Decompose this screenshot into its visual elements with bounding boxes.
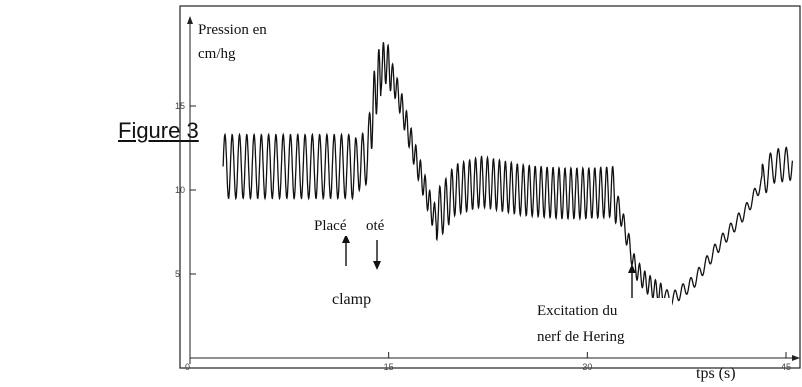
figure-label: Figure 3 [118,118,199,143]
pressure-trace [222,42,794,307]
place-label: Placé [314,218,347,234]
ylabel-line-1: Pression en [198,22,267,38]
pressure-chart: Pression en cm/hg tps (s) 0 15 30 45 5 10 15 P… [175,5,801,382]
x-tick-label: 45 [781,362,791,372]
x-tick-label: 0 [185,362,190,372]
y-axis-arrow [187,16,193,24]
annotation-arrows [342,234,636,298]
ote-arrowhead [373,261,381,270]
excitation-label-line-1: Excitation du [537,303,618,319]
ylabel-line-2: cm/hg [198,46,236,62]
xlabel: tps (s) [696,365,736,382]
y-tick-label: 10 [175,185,185,195]
place-arrowhead [342,234,350,243]
place-label-box [310,214,406,236]
x-axis-arrow [792,355,800,361]
y-tick-label: 5 [175,269,180,279]
clamp-label-box [324,285,400,311]
excitation-arrowhead [628,264,636,273]
ote-label: oté [366,218,385,234]
x-tick-label: 15 [384,362,394,372]
excitation-label-box [532,298,672,348]
y-tick-label: 15 [175,101,185,111]
x-tick-label: 30 [582,362,592,372]
excitation-label-line-2: nerf de Hering [537,329,625,345]
clamp-label: clamp [332,291,371,308]
ylabel-box [194,14,350,66]
chart-frame [179,5,801,369]
